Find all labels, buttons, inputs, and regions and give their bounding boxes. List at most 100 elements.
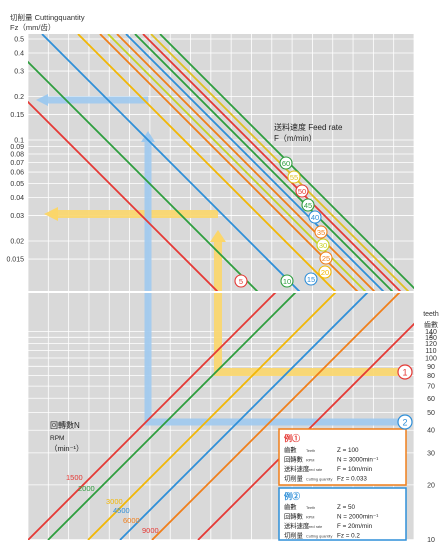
fz-tick-label: 0.06 <box>10 170 24 177</box>
example-2-path <box>144 142 398 426</box>
example-row-label-en: Cutting quantity <box>306 478 332 482</box>
fz-tick-label: 0.07 <box>10 160 24 167</box>
teeth-tick-label: 20 <box>427 482 435 489</box>
feed-rate-marker-label: 25 <box>322 254 330 263</box>
rpm-line-label: 1500 <box>66 473 83 482</box>
feed-rate-marker-label: 35 <box>317 228 325 237</box>
example-row-label-cn: 切削量 <box>284 474 304 483</box>
fz-tick-label: 0.3 <box>14 69 24 76</box>
example-row-label-en: RPM <box>306 459 314 463</box>
example-2-marker-circle <box>397 414 413 430</box>
rpm-lines <box>28 292 414 540</box>
example-row-label-cn: 齒數 <box>284 445 297 454</box>
fz-tick-label: 0.1 <box>14 138 24 145</box>
feed-rate-line <box>116 34 377 292</box>
feed-rate-marker <box>318 265 332 279</box>
teeth-tick-label: 40 <box>427 428 435 435</box>
example-1-marker-circle <box>397 364 413 380</box>
rpm-line <box>47 292 298 540</box>
rpm-line <box>119 292 370 540</box>
rpm-subtitle: RPM <box>50 435 64 442</box>
example-row-label-en: Cutting quantity <box>306 535 332 539</box>
feed-rate-marker-label: 60 <box>282 159 290 168</box>
fz-tick-label: 0.5 <box>14 37 24 44</box>
example-2-arrow-left <box>36 94 48 106</box>
feed-rate-line <box>142 34 403 292</box>
feed-rate-marker-label: 20 <box>321 268 329 277</box>
feed-rate-marker-label: 55 <box>290 173 298 182</box>
feed-rate-line <box>125 34 386 292</box>
example-row-label-en: Feed rate <box>306 468 322 472</box>
feed-rate-marker-label: 10 <box>283 277 291 286</box>
chart-grid <box>27 34 415 540</box>
example-row-label-cn: 送料速度 <box>284 521 310 530</box>
example-1-arrow-up <box>210 230 226 242</box>
teeth-tick-label: 100 <box>425 356 437 363</box>
rpm-line-label: 2000 <box>78 484 95 493</box>
feed-rate-marker <box>287 170 301 184</box>
example-row-value: Fz = 0.033 <box>337 476 367 483</box>
rpm-line <box>28 292 278 540</box>
teeth-axis-label-cn: 齒數 <box>424 320 438 329</box>
rpm-line-label: 9000 <box>142 526 159 535</box>
example-1-rows: 齒數 Teeth Z = 100 回轉數 RPM N = 3000min⁻¹ 送料速度Fee… <box>284 445 378 483</box>
fz-tick-label: 0.2 <box>14 94 24 101</box>
rpm-line-label: 3000 <box>106 497 123 506</box>
example-row-label-en: Teeth <box>306 449 315 453</box>
example-row-label-cn: 送料速度 <box>284 464 310 473</box>
teeth-tick-label: 110 <box>425 348 436 355</box>
example-row-value: Z = 50 <box>337 504 356 511</box>
fz-tick-label: 0.4 <box>14 51 24 58</box>
feed-rate-marker <box>304 272 318 286</box>
fz-axis-unit: Fz（mm/齿） <box>10 23 55 32</box>
feed-rate-line <box>99 34 360 292</box>
example-row-label-cn: 回轉數 <box>284 512 304 521</box>
rpm-line-label: 4500 <box>113 506 130 515</box>
teeth-tick-label: 90 <box>427 364 435 371</box>
feed-rate-line <box>150 34 411 292</box>
teeth-tick-label: 80 <box>427 373 435 380</box>
teeth-tick-label: 30 <box>427 450 435 457</box>
example-1-arrow-left <box>44 207 58 221</box>
teeth-tick-label: 60 <box>427 396 435 403</box>
example-row-value: Fz = 0.2 <box>337 533 360 540</box>
fz-tick-label: 0.015 <box>6 257 24 264</box>
rpm-line <box>151 292 402 540</box>
example-2-frame <box>278 487 407 541</box>
feed-rate-unit: F（m/min） <box>274 134 317 143</box>
fz-tick-label: 0.08 <box>10 152 24 159</box>
rpm-line <box>87 292 338 540</box>
example-1-marker: 1 <box>397 364 413 380</box>
example-1-path <box>214 242 398 376</box>
fz-tick-label: 0.02 <box>10 239 24 246</box>
fz-tick-label: 0.09 <box>10 144 24 151</box>
fz-tick-label: 0.03 <box>10 213 24 220</box>
feed-rate-line <box>28 60 260 292</box>
feed-rate-marker-label: 30 <box>319 241 327 250</box>
feed-rate-marker-label: 50 <box>298 187 306 196</box>
feed-rate-marker <box>279 156 293 170</box>
feed-rate-marker-label: 45 <box>304 201 312 210</box>
example-row-value: F = 10m/min <box>337 466 373 473</box>
fz-tick-label: 0.05 <box>10 181 24 188</box>
example-1-marker-label: 1 <box>402 368 407 378</box>
example-row-value: Z = 100 <box>337 447 359 454</box>
feed-rate-marker <box>234 274 248 288</box>
rpm-line-label: 6000 <box>123 516 140 525</box>
example-row-label-cn: 齒數 <box>284 502 297 511</box>
feed-rate-marker <box>301 198 315 212</box>
example-2-arrow-up <box>141 131 155 142</box>
example-row-label-cn: 切削量 <box>284 531 304 540</box>
example-2-marker: 2 <box>397 414 413 430</box>
feed-rate-marker <box>314 225 328 239</box>
feed-rate-line <box>77 34 338 292</box>
feed-rate-marker <box>280 274 294 288</box>
teeth-tick-label: 50 <box>427 410 435 417</box>
feed-rate-marker-label: 15 <box>307 275 315 284</box>
feed-rate-line <box>28 100 220 292</box>
example-row-value: N = 3000min⁻¹ <box>337 457 378 464</box>
